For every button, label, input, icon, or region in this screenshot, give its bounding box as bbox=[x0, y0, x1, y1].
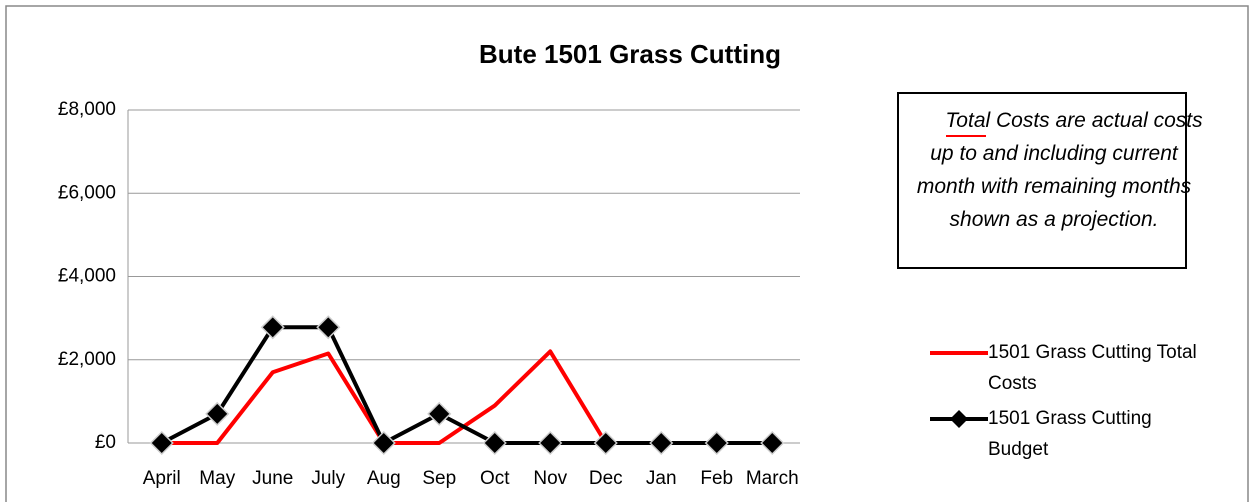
y-tick-label: £6,000 bbox=[58, 182, 116, 203]
marker bbox=[538, 430, 563, 456]
x-tick-label: June bbox=[252, 468, 293, 489]
marker bbox=[649, 430, 674, 456]
x-tick-label: Jan bbox=[646, 468, 677, 489]
annotation-box bbox=[897, 92, 1187, 269]
x-tick-label: March bbox=[746, 468, 799, 489]
legend-label: 1501 Grass Cutting Total Costs bbox=[988, 342, 1197, 394]
y-tick-label: £8,000 bbox=[58, 99, 116, 120]
marker bbox=[704, 430, 729, 456]
annotation: Total Costs are actual costs up to and i… bbox=[916, 109, 1203, 231]
y-tick-label: £0 bbox=[95, 432, 116, 453]
marker bbox=[371, 430, 396, 456]
legend-label: 1501 Grass Cutting Budget bbox=[988, 408, 1152, 460]
marker bbox=[593, 430, 618, 456]
chart-title: Bute 1501 Grass Cutting bbox=[479, 39, 781, 69]
x-tick-label: Sep bbox=[422, 468, 456, 489]
x-tick-label: Nov bbox=[533, 468, 567, 489]
x-tick-label: Oct bbox=[480, 468, 510, 489]
marker bbox=[260, 315, 285, 340]
chart-border bbox=[5, 5, 1249, 502]
marker bbox=[316, 315, 341, 340]
x-tick-label: July bbox=[311, 468, 345, 489]
marker bbox=[760, 430, 785, 456]
y-tick-label: £4,000 bbox=[58, 266, 116, 287]
x-tick-label: April bbox=[143, 468, 181, 489]
marker bbox=[205, 401, 230, 426]
marker bbox=[482, 430, 507, 456]
x-tick-label: Feb bbox=[700, 468, 733, 489]
x-tick-label: May bbox=[199, 468, 235, 489]
marker bbox=[149, 430, 174, 456]
x-tick-label: Dec bbox=[589, 468, 623, 489]
legend-marker bbox=[950, 410, 968, 428]
x-tick-label: Aug bbox=[367, 468, 401, 489]
y-tick-label: £2,000 bbox=[58, 349, 116, 370]
marker bbox=[427, 401, 452, 426]
